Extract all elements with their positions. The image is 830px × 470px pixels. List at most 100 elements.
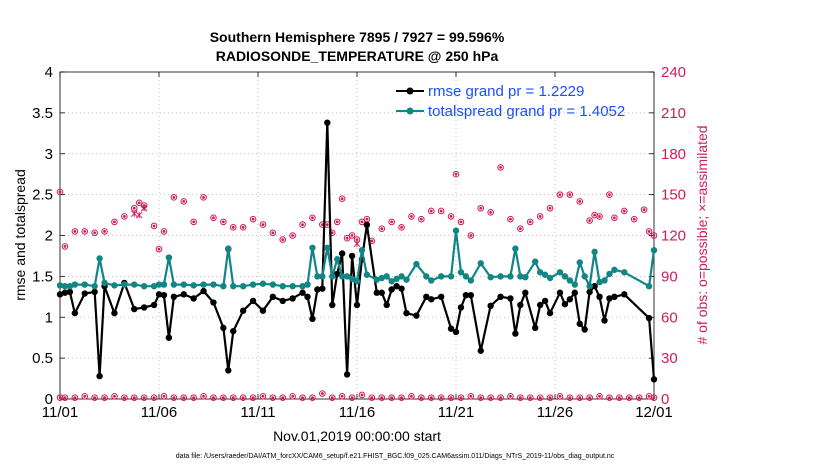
obs-possible-point-center xyxy=(350,396,354,400)
y-right-tick-label: 30 xyxy=(661,350,678,367)
y-left-tick-label: 0 xyxy=(45,391,53,408)
obs-possible-point xyxy=(650,394,658,401)
spread-point xyxy=(343,273,351,280)
obs-possible-point xyxy=(507,215,514,223)
obs-possible-point xyxy=(358,218,366,226)
obs-possible-point xyxy=(477,394,485,401)
obs-possible-point xyxy=(427,207,435,215)
spread-point xyxy=(324,244,331,251)
obs-possible-point xyxy=(358,391,366,399)
obs-possible-point xyxy=(477,204,485,212)
rmse-point xyxy=(428,296,435,303)
rmse-point xyxy=(546,309,554,317)
obs-possible-point xyxy=(160,392,168,400)
obs-possible-point xyxy=(487,209,494,216)
y-axis-right: 0 30 60 90 120 150 180 210 240 xyxy=(649,64,686,408)
obs-possible-point-center xyxy=(548,396,552,400)
obs-possible-point-center xyxy=(459,396,463,400)
obs-possible-point xyxy=(220,394,227,401)
rmse-point xyxy=(329,301,336,309)
obs-possible-point-center xyxy=(157,247,161,251)
spread-point xyxy=(512,245,519,252)
spread-point xyxy=(447,273,455,280)
obs-possible-point xyxy=(150,222,158,230)
obs-possible-point xyxy=(546,394,554,401)
obs-possible-point xyxy=(388,218,395,226)
spread-point xyxy=(170,281,178,288)
obs-possible-point xyxy=(348,232,356,239)
obs-possible-point-center xyxy=(113,220,116,224)
obs-possible-point xyxy=(121,213,128,220)
spread-point xyxy=(131,281,138,288)
spread-point xyxy=(403,276,410,283)
obs-possible-point-center xyxy=(212,396,215,400)
rmse-point xyxy=(576,320,583,327)
obs-possible-point-center xyxy=(192,396,196,400)
obs-possible-point-center xyxy=(350,234,354,237)
spread-point xyxy=(165,254,173,261)
obs-possible-point xyxy=(546,204,554,212)
rmse-point xyxy=(289,295,296,302)
obs-possible-point xyxy=(190,218,197,226)
obs-possible-point-center xyxy=(365,217,369,221)
obs-possible-point-center xyxy=(320,223,324,227)
obs-possible-point-center xyxy=(63,245,67,248)
spread-point xyxy=(150,282,158,290)
obs-possible-point xyxy=(408,392,415,400)
obs-possible-point xyxy=(378,225,386,232)
rmse-point xyxy=(611,293,618,301)
obs-possible-point-center xyxy=(410,394,413,398)
obs-possible-point-center xyxy=(429,396,433,400)
obs-possible-point xyxy=(220,218,227,226)
rmse-point xyxy=(299,289,306,296)
obs-possible-point-center xyxy=(617,396,621,400)
obs-possible-point xyxy=(130,394,138,401)
obs-possible-point xyxy=(61,394,69,401)
obs-possible-point-center xyxy=(449,396,453,400)
rmse-point xyxy=(225,367,232,374)
obs-possible-point xyxy=(452,170,460,178)
obs-possible-point-center xyxy=(172,195,176,199)
obs-possible-point-center xyxy=(103,230,106,233)
x-axis-label: Nov.01,2019 00:00:00 start xyxy=(273,428,441,444)
obs-possible-point-center xyxy=(370,239,374,243)
rmse-point xyxy=(621,291,628,298)
obs-possible-point-center xyxy=(93,396,97,400)
obs-possible-point xyxy=(517,225,524,232)
obs-possible-point xyxy=(611,214,618,222)
rmse-point xyxy=(512,330,519,337)
obs-possible-point-center xyxy=(499,165,502,169)
spread-point xyxy=(91,282,98,290)
obs-possible-point-center xyxy=(152,396,156,400)
obs-possible-point-center xyxy=(439,209,443,213)
spread-point xyxy=(621,269,628,276)
rmse-point xyxy=(324,119,331,126)
obs-possible-point xyxy=(150,394,158,401)
obs-possible-point-center xyxy=(469,234,473,237)
obs-possible-point-center xyxy=(637,396,641,400)
rmse-point xyxy=(601,317,608,324)
obs-possible-point xyxy=(526,218,534,226)
obs-possible-point-center xyxy=(132,396,136,400)
obs-possible-point xyxy=(180,394,188,401)
rmse-point xyxy=(487,302,494,310)
obs-possible-point xyxy=(418,215,425,223)
obs-possible-point-center xyxy=(330,231,334,235)
spread-point xyxy=(393,275,400,283)
rmse-point xyxy=(536,301,544,309)
obs-possible-point xyxy=(497,394,504,401)
obs-possible-point-center xyxy=(172,396,176,400)
obs-possible-point-center xyxy=(588,219,592,222)
obs-possible-point-center xyxy=(202,195,205,199)
rmse-point xyxy=(452,328,460,336)
rmse-point xyxy=(363,221,371,229)
obs-possible-point-center xyxy=(63,396,67,400)
rmse-point xyxy=(403,309,410,317)
obs-possible-point xyxy=(457,218,465,226)
obs-possible-point-center xyxy=(311,396,314,400)
obs-possible-point xyxy=(576,198,584,205)
spread-point xyxy=(497,273,504,280)
spread-point xyxy=(467,277,475,284)
spread-point xyxy=(225,245,232,252)
data-file-footnote: data file: /Users/raeder/DAI/ATM_forcXX/… xyxy=(176,453,615,460)
